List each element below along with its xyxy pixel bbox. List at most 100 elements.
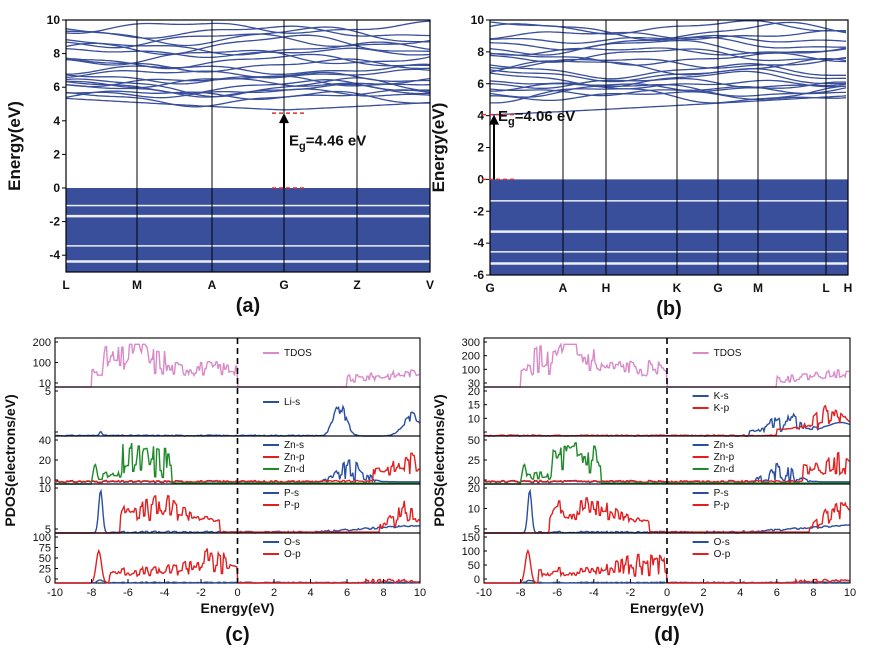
- x-tick-label: 2: [701, 587, 707, 599]
- y-axis-label: PDOS(electrons/eV): [431, 394, 447, 526]
- y-tick-label: 200: [33, 337, 51, 349]
- y-tick-label: 4: [53, 114, 60, 128]
- x-tick-label: -8: [516, 587, 526, 599]
- band-gap-arrowhead: [489, 114, 499, 125]
- y-tick-label: 10: [39, 483, 51, 495]
- y-axis-label: PDOS(electrons/eV): [2, 394, 18, 526]
- conduction-band-line: [65, 53, 431, 70]
- y-tick-label: 5: [474, 524, 480, 536]
- legend-label: K-p: [714, 403, 730, 414]
- legend-label: Zn-d: [714, 464, 735, 475]
- kpoint-label: M: [132, 278, 142, 292]
- y-tick-label: 2: [477, 141, 484, 155]
- pdos-subplot: Zn-sZn-pZn-d 50 25 20: [468, 435, 851, 487]
- legend-label: P-p: [714, 500, 730, 511]
- y-tick-label: 10: [468, 413, 480, 425]
- x-tick-label: 6: [774, 587, 780, 599]
- band-gap-arrowhead: [279, 113, 289, 124]
- x-tick-label: 8: [380, 587, 386, 599]
- band-structure-panel-b: -6 -4 -2 0 2 4 6 8 10 G A H K G M L H Energy(eV) (b) Eg=4.0…: [429, 13, 852, 320]
- y-tick-label: 0: [45, 574, 51, 586]
- conduction-band-line: [489, 68, 846, 83]
- y-tick-label: 100: [33, 358, 51, 370]
- kpoint-label: M: [753, 281, 763, 295]
- legend-label: Zn-s: [284, 440, 304, 451]
- y-tick-label: 100: [462, 364, 480, 376]
- annotation-value: =4.06 eV: [515, 108, 575, 125]
- panel-label: (b): [656, 298, 682, 320]
- pdos-curve-o-p: [55, 548, 420, 584]
- y-tick-label: 25: [39, 564, 51, 576]
- conduction-band-line: [489, 77, 847, 89]
- pdos-panel-d: TDOS30020010030K-sK-p201510Zn-sZn-pZn-d5…: [431, 337, 856, 646]
- y-tick-label: 5: [45, 386, 51, 398]
- conduction-band-line: [65, 75, 431, 89]
- y-tick-label: 10: [47, 13, 61, 27]
- x-tick-label: -4: [160, 587, 170, 599]
- y-tick-label: 100: [462, 546, 480, 558]
- valence-gap-line: [490, 200, 848, 202]
- conduction-band-line: [489, 81, 847, 93]
- valence-gap-line: [66, 260, 430, 263]
- x-tick-label: -4: [589, 587, 599, 599]
- kpoint-label: H: [844, 281, 853, 295]
- valence-gap-line: [490, 230, 848, 233]
- conduction-band-line: [489, 52, 847, 66]
- y-tick-label: 6: [53, 80, 60, 94]
- y-tick-label: -2: [473, 204, 484, 218]
- kpoint-label: A: [208, 278, 217, 292]
- legend-label: O-p: [714, 549, 731, 560]
- x-tick-label: 10: [414, 587, 426, 599]
- x-axis-label: Energy(eV): [630, 600, 704, 616]
- legend-label: Zn-p: [714, 452, 735, 463]
- x-tick-label: -2: [196, 587, 206, 599]
- conduction-band-line: [65, 49, 431, 66]
- kpoint-label: G: [713, 281, 722, 295]
- legend-label: K-s: [714, 391, 729, 402]
- x-tick-label: -2: [626, 587, 636, 599]
- x-tick-label: -10: [476, 587, 492, 599]
- kpoint-label: L: [822, 281, 829, 295]
- y-tick-label: 25: [468, 455, 480, 467]
- annotation-subscript: g: [508, 116, 515, 128]
- y-tick-label: 300: [462, 337, 480, 349]
- valence-band-block: [490, 179, 848, 275]
- legend-label: Zn-p: [284, 452, 305, 463]
- conduction-band-line: [489, 39, 847, 56]
- conduction-band-line: [489, 70, 846, 88]
- x-tick-label: 4: [737, 587, 743, 599]
- x-tick-label: 6: [344, 587, 350, 599]
- y-tick-label: 6: [477, 77, 484, 91]
- pdos-subplot: P-sP-p 20 10 5: [468, 483, 851, 536]
- conduction-band-line: [490, 85, 847, 104]
- kpoint-label: Z: [353, 278, 360, 292]
- y-tick-label: 0: [477, 172, 484, 186]
- y-tick-label: 20: [468, 483, 480, 495]
- conduction-band-line: [489, 63, 846, 80]
- legend-label: P-s: [714, 488, 729, 499]
- y-tick-label: 10: [468, 504, 480, 516]
- pdos-panel-c: TDOS20010010Li-s5Zn-sZn-pZn-d402010P-sP-…: [2, 337, 426, 646]
- y-tick-label: 50: [468, 560, 480, 572]
- conduction-band-line: [65, 20, 431, 34]
- y-tick-label: 20: [468, 386, 480, 398]
- y-tick-label: 50: [39, 553, 51, 565]
- legend-label: O-s: [284, 537, 300, 548]
- conduction-band-line: [65, 68, 431, 79]
- y-tick-label: 0: [53, 181, 60, 195]
- conduction-band-line: [489, 36, 847, 51]
- conduction-band-line: [489, 48, 847, 63]
- legend-label: Li-s: [284, 397, 300, 408]
- y-tick-label: 40: [39, 435, 51, 447]
- plot-frame: [65, 19, 431, 273]
- conduction-band-line: [489, 85, 846, 97]
- x-tick-label: 0: [664, 587, 670, 599]
- pdos-subplot: TDOS 200 100 10: [33, 337, 421, 390]
- valence-gap-line: [490, 262, 848, 265]
- x-tick-label: 4: [307, 587, 313, 599]
- x-tick-label: -6: [552, 587, 562, 599]
- band-gap-annotation: Eg=4.06 eV: [498, 108, 575, 128]
- conduction-band-line: [65, 89, 431, 101]
- kpoint-label: G: [485, 281, 494, 295]
